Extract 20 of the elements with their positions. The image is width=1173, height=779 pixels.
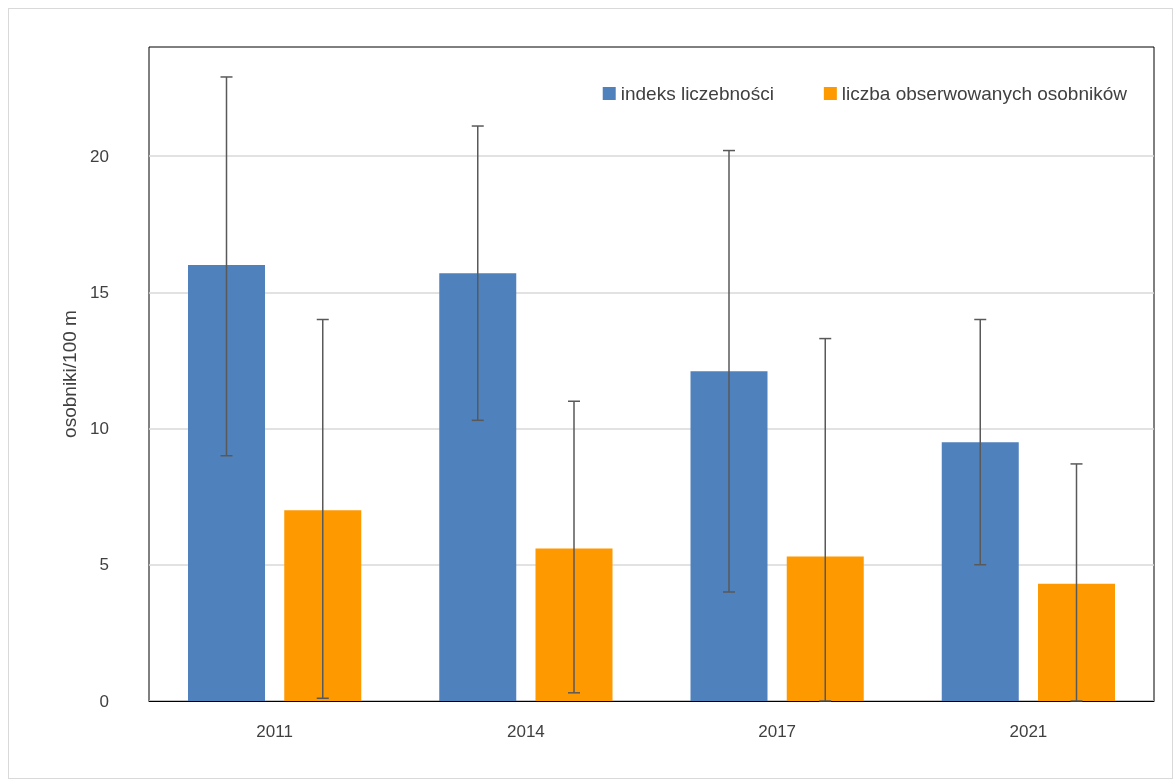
bar	[439, 273, 517, 701]
y-tick-label: 5	[99, 555, 109, 575]
x-tick-label: 2011	[256, 722, 293, 741]
y-axis-title: osobniki/100 m	[59, 310, 81, 438]
x-tick-label: 2017	[758, 722, 797, 741]
x-tick-label: 2014	[506, 722, 545, 741]
y-tick-label: 15	[90, 282, 109, 302]
legend-label: liczba obserwowanych osobników	[841, 83, 1128, 104]
bar	[941, 442, 1019, 701]
y-tick-label: 20	[90, 146, 109, 166]
bar	[690, 371, 768, 701]
bar	[188, 265, 265, 701]
y-tick-label: 10	[90, 419, 109, 438]
bar	[284, 510, 362, 701]
bar	[786, 556, 864, 701]
bar	[535, 548, 613, 701]
y-tick-label: 0	[99, 691, 109, 711]
legend-label: indeks liczebności	[620, 83, 774, 104]
x-tick-label: 2021	[1009, 722, 1048, 741]
bar	[1038, 583, 1115, 701]
